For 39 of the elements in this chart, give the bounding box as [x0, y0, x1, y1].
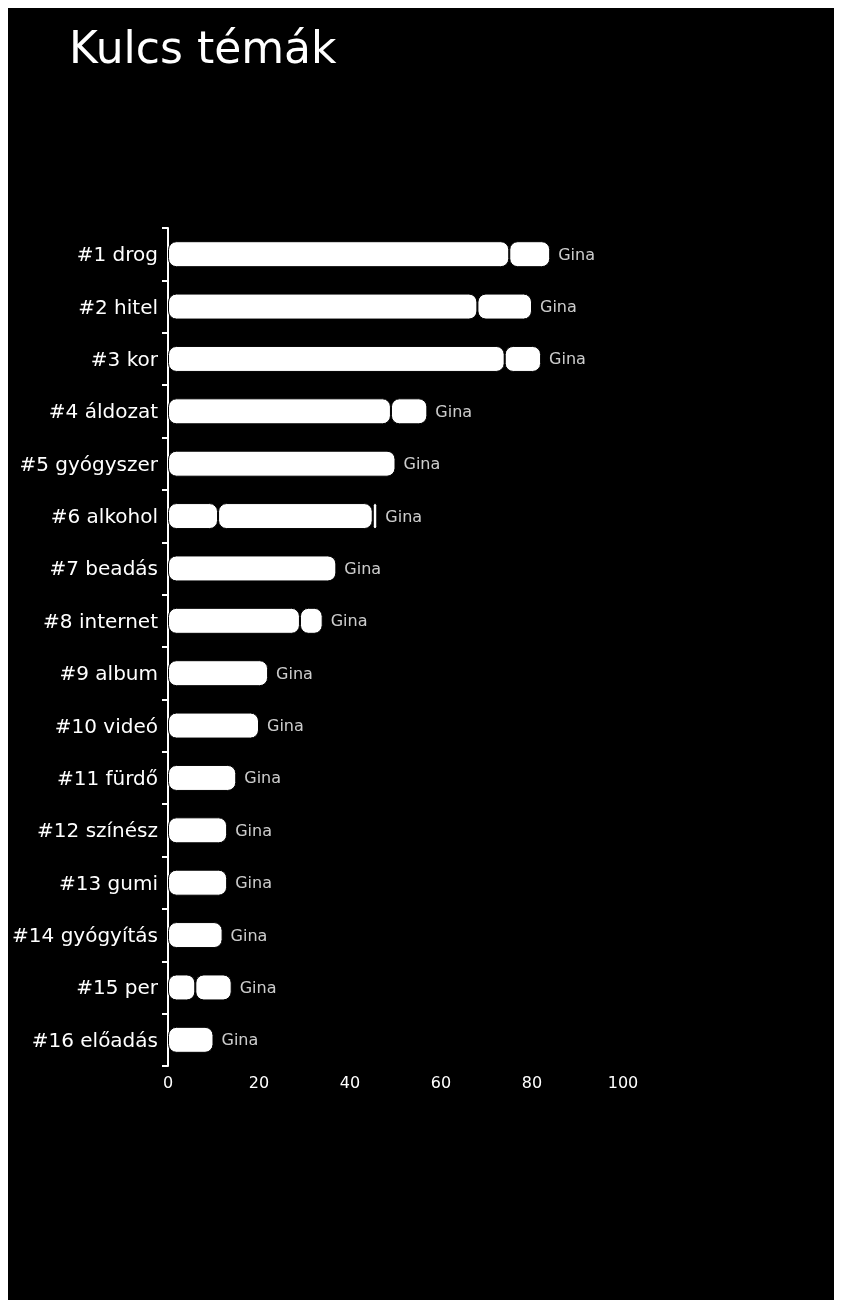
y-tick-label: #2 hitel [78, 294, 158, 319]
y-tick-label: #13 gumi [59, 870, 158, 895]
chart-title: Kulcs témák [69, 21, 338, 73]
x-tick-label: 20 [248, 1072, 270, 1092]
x-tick-label: 60 [430, 1072, 452, 1092]
annotation: Gina [540, 297, 577, 317]
annotation: Gina [330, 611, 368, 631]
y-tick-label: #7 beadás [49, 556, 158, 581]
y-tick-label: #10 videó [54, 713, 158, 738]
y-tick-label: #15 per [76, 975, 159, 1000]
y-tick-label: #1 drog [76, 242, 158, 267]
annotation: Gina [267, 716, 304, 736]
y-tick-label: #6 alkohol [50, 504, 158, 529]
x-tick-label: 80 [521, 1072, 543, 1092]
annotation: Gina [558, 244, 595, 264]
y-tick-label: #4 áldozat [48, 399, 159, 424]
annotation: Gina [276, 663, 313, 683]
annotation: Gina [235, 820, 272, 840]
y-tick-label: #16 előadás [31, 1027, 158, 1052]
annotation: Gina [435, 401, 473, 421]
y-tick-label: #12 színész [37, 818, 158, 843]
annotation: Gina [385, 506, 423, 526]
x-tick-label: 100 [607, 1072, 639, 1092]
annotation: Gina [239, 977, 277, 997]
y-tick-label: #8 internet [43, 608, 159, 633]
y-tick-label: #5 gyógyszer [19, 451, 159, 476]
annotation: Gina [221, 1030, 259, 1050]
annotation: Gina [344, 558, 382, 578]
y-tick-label: #9 album [59, 661, 158, 686]
annotation: Gina [244, 768, 282, 788]
annotation: Gina [403, 454, 441, 474]
y-tick-label: #14 gyógyítás [12, 923, 158, 948]
annotation: Gina [549, 349, 586, 369]
x-tick-label: 40 [339, 1072, 361, 1092]
x-tick-label: 0 [162, 1072, 174, 1092]
annotation: Gina [230, 925, 268, 945]
y-tick-label: #11 fürdő [56, 765, 158, 790]
annotation: Gina [235, 873, 272, 893]
y-tick-label: #3 kor [90, 346, 159, 371]
